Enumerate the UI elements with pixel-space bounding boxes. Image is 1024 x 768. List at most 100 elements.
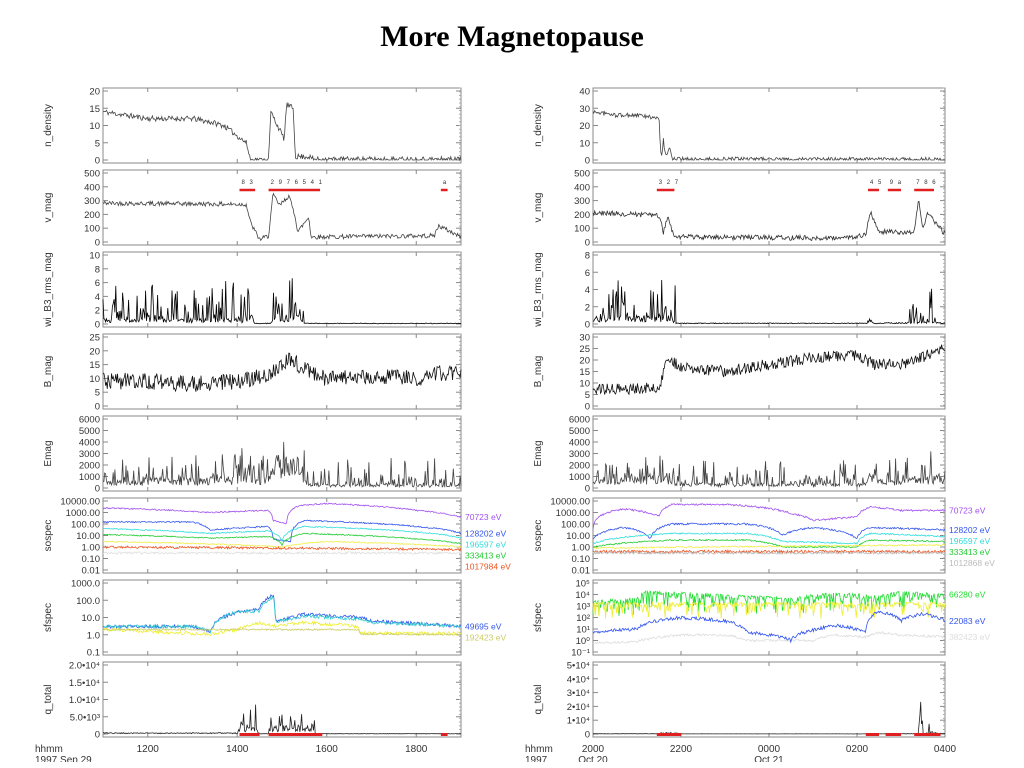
y-tick-label: 6 (585, 268, 590, 279)
panel-sfspec: 0.1 1.0 10.0 100.0 1000.0 sfspec 49695 eV19242… (43, 579, 506, 659)
y-tick-label: 1.0•10⁴ (69, 695, 100, 706)
panel-frame (592, 251, 946, 328)
panel-frame (102, 579, 462, 656)
x-axis-label: 1997 Sep 29 (35, 755, 92, 762)
left-multipanel-plot: 05101520n_density0100200300400500v_mag8 … (35, 87, 511, 763)
panel-n-density: 0 5 10 15 20 n_density (43, 87, 462, 167)
x-tick-label: 1600 (316, 744, 339, 755)
y-tick-label: 10¹ (576, 625, 590, 636)
y-tick-label: 10⁻¹ (571, 648, 590, 659)
panel-frame (592, 661, 946, 738)
y-axis-label: q_total (533, 684, 544, 714)
panel-v-mag: 0 100 200 300 400 500 v_mag 8 3 2 9 7 6 5 4 1 a (43, 169, 462, 249)
red-interval-bar (440, 733, 448, 736)
series-line (102, 627, 462, 636)
series-line (102, 551, 462, 556)
y-axis-label: sospec (533, 520, 544, 552)
y-tick-label: 25 (89, 333, 100, 344)
x-tick-label: 0400 (934, 744, 957, 755)
y-tick-label: 20 (579, 356, 590, 367)
y-tick-label: 4000 (79, 438, 100, 449)
y-axis-label: n_density (533, 104, 544, 147)
series-line (592, 543, 946, 550)
y-tick-label: 400 (84, 182, 100, 193)
y-tick-label: 10.00 (76, 531, 100, 542)
y-axis-label: B_mag (533, 356, 544, 388)
y-tick-label: 10.0 (82, 613, 101, 624)
y-axis-label: n_density (43, 104, 54, 147)
y-tick-label: 0.10 (572, 554, 591, 565)
series-line (592, 532, 946, 545)
legend-label: 196597 eV (465, 539, 506, 549)
series-line (102, 278, 462, 325)
panel-frame (592, 87, 946, 164)
y-tick-label: 10 (89, 121, 100, 132)
y-tick-label: 0.1 (87, 648, 100, 659)
legend-label: 196597 eV (949, 536, 990, 546)
x-tick-label: 1400 (226, 744, 249, 755)
series-line (592, 503, 946, 530)
y-tick-label: 20 (89, 87, 100, 98)
y-tick-label: 10 (579, 138, 590, 149)
panel-frame (102, 87, 462, 164)
y-tick-label: 6000 (569, 415, 590, 426)
x-tick-label: 0200 (846, 744, 869, 755)
panel-frame (102, 497, 462, 574)
series-line (592, 550, 946, 556)
y-tick-label: 1000 (569, 472, 590, 483)
y-tick-label: 8 (95, 264, 100, 275)
y-tick-label: 10000.00 (550, 497, 590, 508)
interval-marker-label: 9 a (890, 180, 903, 186)
interval-marker-label: a (443, 180, 448, 186)
red-interval-bar (865, 733, 879, 736)
series-line (102, 620, 462, 637)
y-tick-label: 25 (579, 344, 590, 355)
y-tick-label: 4•10⁴ (567, 674, 590, 685)
series-line (592, 109, 945, 162)
y-tick-label: 0 (585, 730, 590, 741)
legend-label: 1017984 eV (465, 561, 511, 571)
legend-label: 128202 eV (465, 528, 506, 538)
interval-marker-label: 3 2 7 (659, 180, 680, 186)
x-tick-sublabel: Oct 20 (578, 755, 608, 762)
y-tick-label: 0 (95, 402, 100, 413)
legend-label: 66280 eV (949, 590, 986, 600)
y-tick-label: 1000 (79, 472, 100, 483)
y-tick-label: 0.01 (82, 566, 101, 577)
x-axis-label: 1997 (525, 755, 548, 762)
x-tick-label: 1200 (137, 744, 160, 755)
y-axis-label: B_mag (43, 356, 54, 388)
panel-wi-B3-rms-mag: 0 2 4 6 8 10 wi_B3_rms_mag (43, 251, 462, 331)
y-tick-label: 500 (84, 169, 100, 180)
series-line (102, 102, 462, 162)
y-tick-label: 0.01 (572, 566, 591, 577)
y-tick-label: 5000 (569, 426, 590, 437)
y-tick-label: 1000.00 (66, 508, 100, 519)
series-line (102, 532, 462, 547)
y-axis-label: sfspec (533, 603, 544, 632)
y-tick-label: 300 (574, 196, 590, 207)
panel-frame (592, 415, 946, 492)
series-line (592, 279, 946, 325)
y-tick-label: 6 (95, 278, 100, 289)
series-line (102, 525, 462, 543)
legend-label: 192423 eV (465, 633, 506, 643)
y-axis-label: v_mag (43, 192, 54, 222)
y-tick-label: 100.00 (71, 520, 100, 531)
y-tick-label: 4 (585, 285, 590, 296)
y-tick-label: 0 (95, 730, 100, 741)
y-tick-label: 0 (95, 320, 100, 331)
series-line (592, 601, 946, 619)
y-tick-label: 200 (574, 210, 590, 221)
red-interval-bar (885, 733, 901, 736)
y-tick-label: 15 (89, 360, 100, 371)
y-tick-label: 5 (95, 138, 100, 149)
y-axis-label: Emag (43, 440, 54, 466)
series-line (102, 192, 462, 242)
y-tick-label: 10 (89, 251, 100, 262)
panel-q-total: 0 1•10⁴ 2•10⁴ 3•10⁴ 4•10⁴ 5•10⁴ q_total (533, 661, 946, 741)
legend-label: 1012868 eV (949, 558, 995, 568)
